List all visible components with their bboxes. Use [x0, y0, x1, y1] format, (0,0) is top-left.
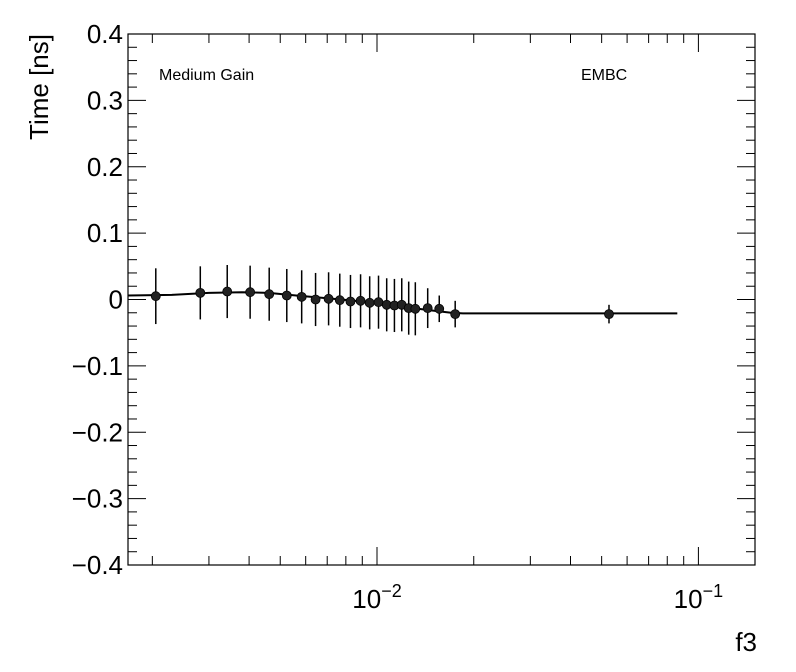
data-point	[355, 274, 366, 328]
marker	[410, 303, 421, 314]
y-tick-label: −0.4	[72, 550, 123, 580]
data-point	[195, 266, 206, 320]
marker	[345, 296, 356, 307]
data-point	[222, 264, 233, 319]
marker	[150, 291, 161, 302]
data-point	[450, 300, 461, 328]
marker	[296, 291, 307, 302]
data-points	[150, 264, 614, 336]
data-point	[264, 267, 275, 321]
data-point	[281, 268, 292, 323]
data-point	[310, 272, 321, 327]
x-tick-label: 10−1	[674, 581, 723, 614]
y-tick-label: 0.4	[87, 19, 123, 49]
y-tick-label: 0.2	[87, 152, 123, 182]
y-tick-label: 0.3	[87, 85, 123, 115]
data-point	[396, 278, 407, 332]
marker	[373, 297, 384, 308]
marker	[195, 287, 206, 298]
y-tick-label: 0.1	[87, 218, 123, 248]
marker	[450, 309, 461, 320]
y-tick-labels: 0.4 0.3 0.2 0.1 0 −0.1 −0.2 −0.3 −0.4	[72, 19, 123, 580]
y-axis-title: Time [ns]	[24, 34, 54, 140]
y-tick-label: −0.3	[72, 484, 123, 514]
data-point	[345, 274, 356, 329]
marker	[364, 297, 375, 308]
data-point	[150, 268, 161, 325]
marker	[281, 290, 292, 301]
x-tick-labels: 10−2 10−1	[352, 581, 723, 614]
data-point	[410, 282, 421, 336]
marker	[245, 287, 256, 298]
data-point	[422, 288, 433, 329]
marker	[334, 295, 345, 306]
plot-frame	[127, 33, 756, 566]
marker	[434, 303, 445, 314]
data-point	[323, 272, 334, 326]
y-tick-label: −0.1	[72, 351, 123, 381]
marker	[264, 289, 275, 300]
data-point	[296, 270, 307, 324]
y-tick-label: −0.2	[72, 417, 123, 447]
x-axis-title: f3	[735, 627, 757, 657]
data-point	[334, 273, 345, 327]
marker	[604, 309, 614, 320]
data-point	[389, 278, 400, 333]
marker	[422, 303, 433, 314]
data-point	[245, 265, 256, 319]
data-point	[604, 304, 614, 324]
data-point	[364, 276, 375, 330]
y-tick-label: 0	[109, 285, 123, 315]
marker	[323, 293, 334, 304]
axis-ticks	[128, 33, 755, 566]
annotation-embc: EMBC	[581, 67, 627, 84]
x-tick-label: 10−2	[352, 581, 401, 614]
marker	[310, 294, 321, 305]
marker	[222, 286, 233, 297]
data-point	[403, 281, 414, 335]
data-point	[381, 278, 392, 332]
data-point	[373, 275, 384, 329]
annotation-medium-gain: Medium Gain	[159, 67, 254, 84]
data-point	[434, 295, 445, 323]
marker	[355, 295, 366, 306]
